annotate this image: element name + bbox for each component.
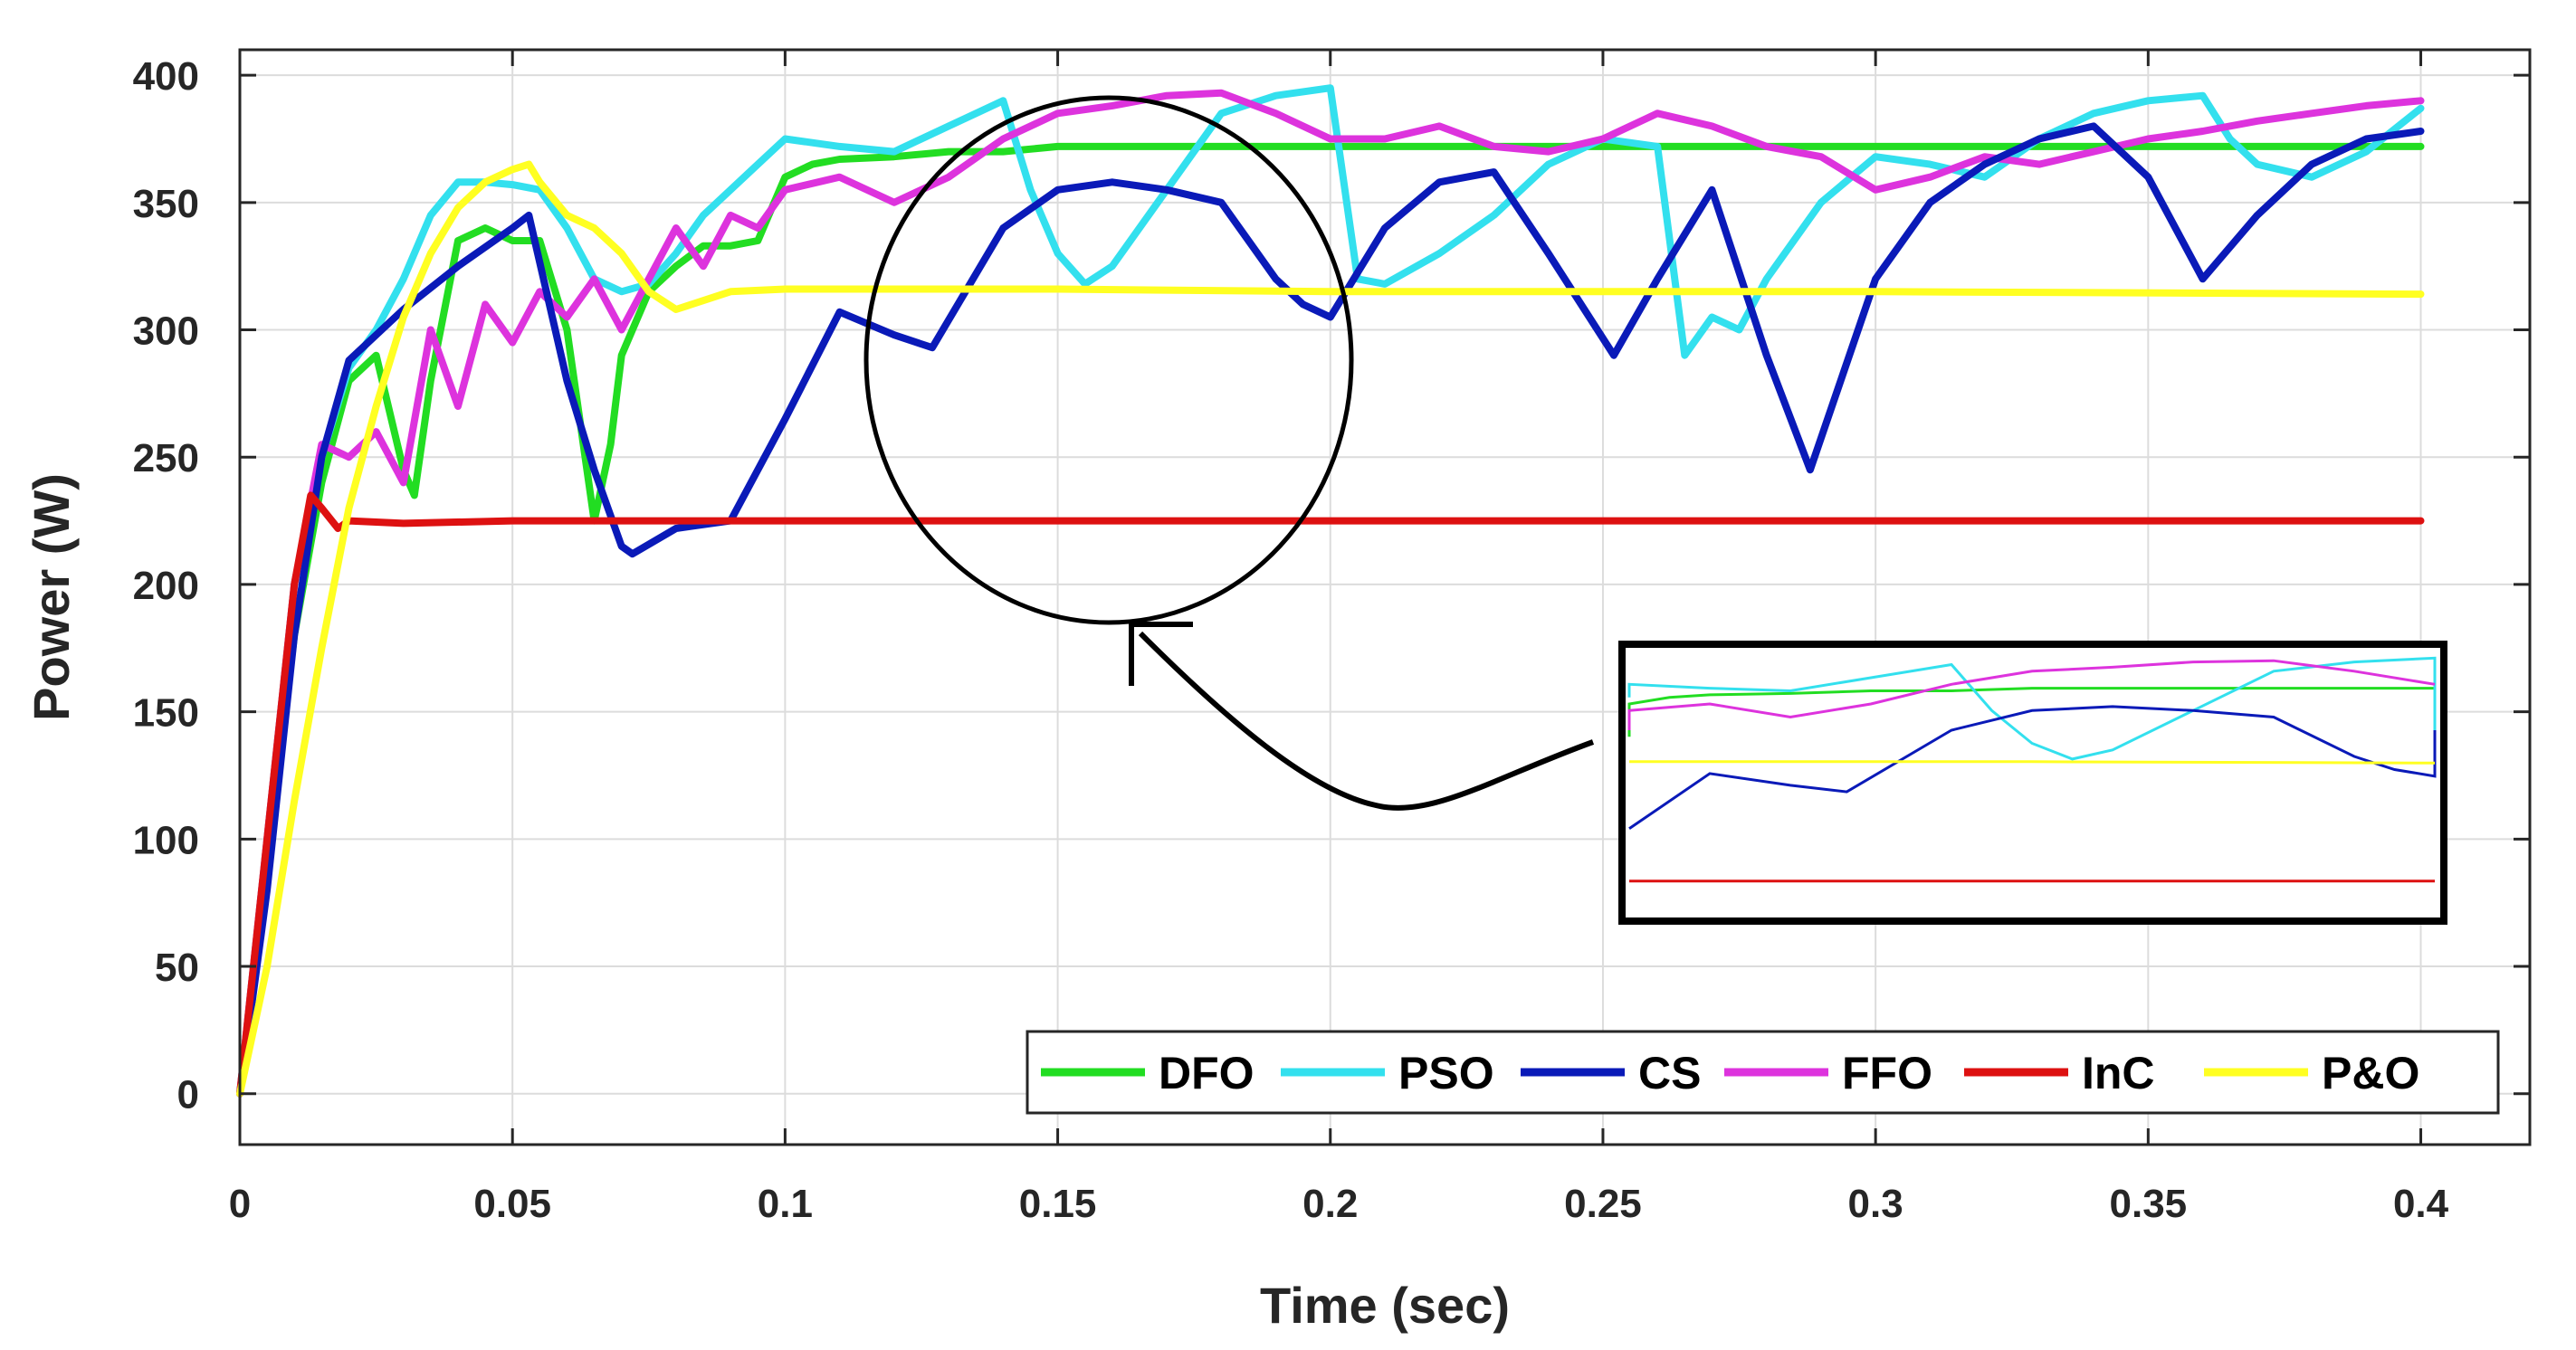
- series-line-dfo: [236, 142, 2425, 1098]
- x-tick-label: 0.2: [1302, 1182, 1358, 1226]
- x-tick-label: 0.05: [473, 1182, 551, 1226]
- x-tick-label: 0.3: [1848, 1182, 1903, 1226]
- y-tick-label: 100: [133, 818, 199, 862]
- inset-line-pando: [1629, 760, 2436, 765]
- y-tick-label: 250: [133, 436, 199, 480]
- y-tick-label: 150: [133, 691, 199, 736]
- legend: DFO PSO CS FFO InC P&O: [1026, 1030, 2500, 1115]
- x-tick-label: 0.25: [1564, 1182, 1642, 1226]
- legend-item-dfo: DFO: [1041, 1048, 1255, 1098]
- x-axis-label: Time (sec): [1260, 1277, 1510, 1334]
- x-tick-label: 0.15: [1019, 1182, 1097, 1226]
- legend-item-pso: PSO: [1281, 1048, 1494, 1098]
- zoom-arrow-head: [1129, 622, 1193, 686]
- y-tick-label: 300: [133, 309, 199, 354]
- tick-marks: [238, 50, 2530, 1145]
- legend-item-pando: P&O: [2204, 1048, 2419, 1098]
- legend-item-ffo: FFO: [1724, 1048, 1932, 1098]
- inset-lines: [1627, 656, 2437, 883]
- x-tick-labels: 0 0.05 0.1 0.15 0.2 0.25 0.3 0.35 0.4: [229, 1182, 2449, 1226]
- plot-frame: [238, 48, 2532, 1146]
- legend-label: P&O: [2322, 1048, 2419, 1098]
- legend-label: PSO: [1398, 1048, 1494, 1098]
- inset-background: [1618, 641, 2447, 925]
- legend-label: CS: [1638, 1048, 1701, 1098]
- y-tick-label: 50: [155, 946, 199, 990]
- zoom-inset: [1618, 641, 2447, 925]
- inset-line-pso: [1627, 656, 2437, 761]
- y-tick-label: 200: [133, 564, 199, 608]
- zoom-circle: [863, 95, 1354, 625]
- y-tick-label: 350: [133, 182, 199, 226]
- x-tick-label: 0.4: [2393, 1182, 2449, 1226]
- y-tick-label: 400: [133, 54, 199, 99]
- y-tick-labels: 0 50 100 150 200 250 300 350 400: [133, 54, 199, 1117]
- inset-line-ffo: [1627, 659, 2436, 730]
- inset-line-dfo: [1627, 687, 2435, 737]
- legend-label: FFO: [1842, 1048, 1932, 1098]
- x-tick-label: 0.35: [2110, 1182, 2188, 1226]
- series-layer: [236, 84, 2425, 1098]
- zoom-arrow: [1138, 631, 1595, 811]
- x-tick-label: 0: [229, 1182, 251, 1226]
- series-line-ffo: [236, 89, 2425, 1098]
- legend-label: InC: [2082, 1048, 2155, 1098]
- legend-item-cs: CS: [1521, 1048, 1701, 1098]
- legend-label: DFO: [1159, 1048, 1255, 1098]
- series-line-pando: [236, 160, 2425, 1098]
- y-axis-label: Power (W): [23, 473, 80, 721]
- legend-item-inc: InC: [1964, 1048, 2155, 1098]
- series-line-cs: [236, 122, 2425, 1098]
- inset-line-cs: [1628, 705, 2437, 831]
- x-tick-label: 0.1: [758, 1182, 813, 1226]
- y-tick-label: 0: [177, 1073, 199, 1117]
